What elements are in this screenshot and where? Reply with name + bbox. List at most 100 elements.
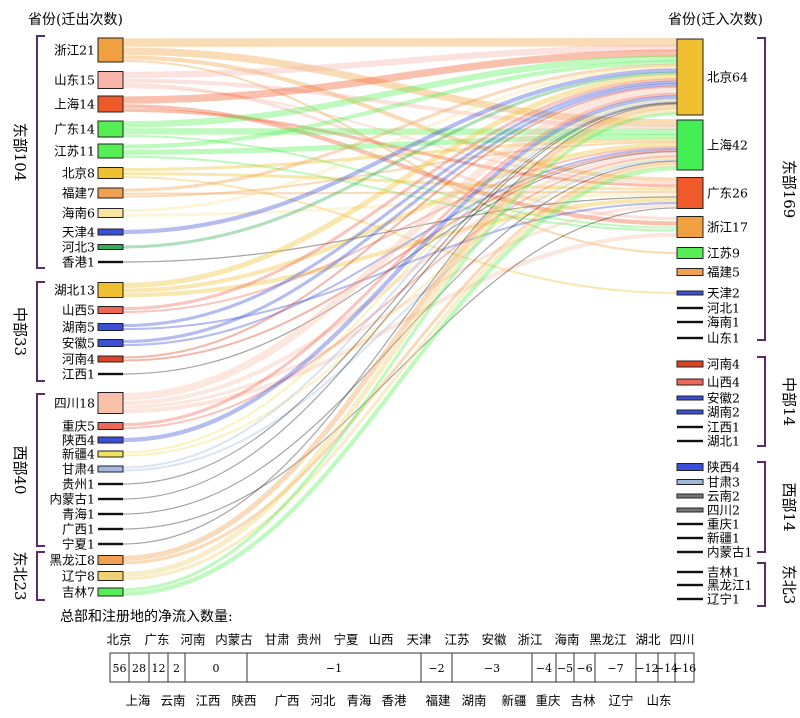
left-node-label: 福建7 (62, 186, 95, 201)
net-flow-value: −16 (673, 662, 696, 675)
right-node-bar (676, 360, 704, 368)
flow-link (122, 98, 678, 454)
right-node-bar (677, 336, 703, 340)
left-node-bar (97, 228, 124, 236)
right-node-bar (677, 425, 703, 429)
net-flow-top-label: 黑龙江 (589, 632, 627, 647)
net-flow-top-label: 宁夏 (333, 632, 359, 647)
flow-link (122, 82, 678, 221)
right-node-bar (676, 378, 704, 386)
net-flow-bottom-label: 重庆 (535, 693, 561, 708)
net-flow-top-label: 湖北 (635, 632, 661, 647)
region-bracket (36, 35, 45, 269)
right-node-bar (677, 522, 703, 526)
left-node-label: 青海1 (62, 507, 95, 522)
right-node-bar (676, 38, 704, 116)
right-node-label: 内蒙古1 (707, 545, 752, 560)
left-node-label: 海南6 (62, 206, 95, 221)
net-flow-value: −1 (326, 662, 342, 675)
flow-link (122, 103, 678, 545)
left-node-label: 山西5 (62, 303, 95, 318)
right-node-label: 广东26 (707, 186, 748, 201)
net-flow-value: −6 (576, 662, 592, 675)
flow-link (122, 201, 678, 331)
right-node-label: 北京64 (707, 70, 748, 85)
net-flow-value: 0 (213, 662, 220, 675)
right-node-bar (677, 550, 703, 554)
region-bracket (36, 393, 45, 547)
right-node-bar (676, 479, 704, 485)
right-node-bar (676, 493, 704, 499)
flow-link (122, 133, 678, 155)
flow-link (122, 166, 678, 596)
net-flow-top-label: 天津 (406, 632, 431, 647)
flow-link (122, 60, 678, 149)
left-node-bar (97, 143, 124, 159)
region-label: 东部104 (11, 123, 29, 182)
net-flow-value: −3 (484, 662, 500, 675)
net-flow-top-label: 海南 (554, 632, 579, 647)
left-node-label: 贵州1 (62, 477, 95, 492)
flow-link (122, 232, 678, 414)
right-node-label: 陕西4 (707, 460, 740, 475)
flow-link (122, 47, 678, 127)
region-label: 西部40 (11, 445, 29, 494)
flow-link (122, 55, 678, 182)
left-node-label: 江苏11 (54, 144, 95, 159)
left-node-label: 山东15 (54, 73, 95, 88)
flow-link (122, 142, 678, 293)
flow-link (122, 80, 678, 328)
right-node-bar (677, 597, 703, 601)
region-label: 东部169 (780, 160, 798, 219)
net-flow-bottom-label: 湖南 (461, 693, 486, 708)
left-node-bar (98, 260, 123, 264)
left-node-label: 甘肃4 (62, 462, 95, 477)
net-flow-value: −7 (607, 662, 623, 675)
flow-link (122, 151, 678, 375)
right-node-label: 江西1 (707, 420, 740, 435)
left-node-label: 黑龙江8 (50, 553, 96, 568)
net-flow-top-label: 广东 (144, 632, 169, 647)
net-flow-top-label: 四川 (669, 632, 694, 647)
flow-link (122, 71, 678, 249)
left-node-bar (97, 339, 124, 347)
left-node-bar (97, 167, 124, 179)
net-flow-value: 56 (113, 662, 127, 675)
left-node-bar (97, 465, 124, 473)
net-flow-value: 2 (173, 662, 180, 675)
flow-links (122, 38, 678, 596)
net-flow-value: −12 (635, 662, 658, 675)
left-node-label: 陕西4 (62, 433, 95, 448)
flow-link (122, 63, 678, 192)
right-node-label: 湖南2 (707, 405, 740, 420)
left-node-bar (97, 95, 124, 113)
region-brackets: 东部104 中部33 西部40 东北23 东部169 中部14 西部14 东北3 (11, 35, 798, 607)
net-flow-bottom-label: 江西 (195, 693, 220, 708)
net-flow-value: −4 (536, 662, 552, 675)
left-node-bar (97, 392, 124, 414)
left-node-bar (98, 497, 123, 501)
flow-link (122, 103, 678, 561)
right-node-label: 辽宁1 (707, 592, 740, 607)
right-node-bar (677, 583, 703, 587)
net-flow-top-label: 安徽 (481, 632, 507, 647)
flow-link (122, 190, 678, 195)
net-flow-value: −14 (655, 662, 678, 675)
left-node-bar (97, 71, 124, 89)
flow-link (122, 155, 678, 430)
flow-link (122, 95, 678, 443)
net-flow-bottom-label: 吉林 (570, 693, 596, 708)
right-node-label: 四川2 (707, 503, 740, 518)
flow-link (122, 172, 678, 191)
left-node-bar (97, 323, 124, 331)
flow-link (122, 107, 678, 577)
flow-link (122, 55, 678, 128)
left-node-bar (97, 571, 124, 581)
left-node-label: 吉林7 (62, 585, 95, 600)
right-node-label: 河南4 (707, 357, 740, 372)
left-node-label: 重庆5 (62, 419, 95, 434)
flow-link (122, 163, 678, 581)
left-node-label: 湖南5 (62, 320, 95, 335)
left-node-label: 广东14 (54, 122, 95, 137)
